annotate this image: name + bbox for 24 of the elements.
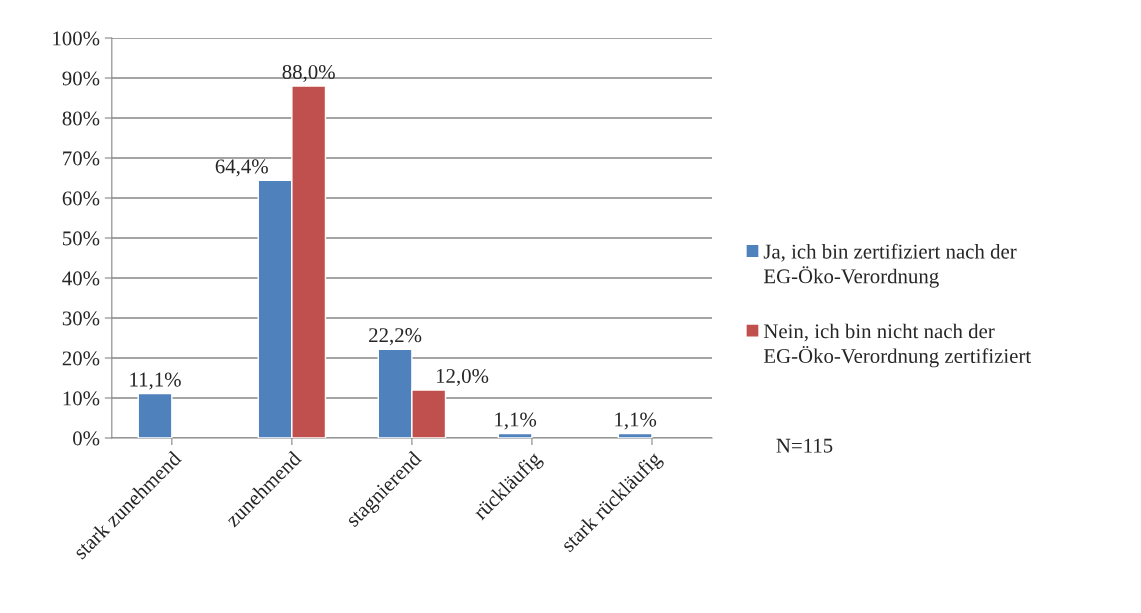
y-tick-label: 70%: [63, 151, 100, 166]
bar: [617, 432, 653, 438]
data-label: 88,0%: [282, 64, 335, 82]
bar: [497, 432, 533, 438]
bar: [137, 392, 173, 438]
text: N=115: [776, 438, 833, 453]
y-tick-label: 90%: [62, 71, 100, 86]
y-tick-label: 60%: [62, 191, 100, 206]
y-tick-label: 80%: [62, 111, 100, 126]
data-label: 22,2%: [369, 328, 422, 346]
y-tick-label: 40%: [62, 271, 100, 286]
data-label: 1,1%: [495, 412, 537, 430]
legend-label: Ja, ich bin zertifiziert nach der EG-Öko-Verordnung: [763, 243, 1017, 288]
data-label: 12,0%: [436, 368, 489, 386]
y-tick-label: 10%: [63, 391, 100, 406]
y-tick-label: 50%: [63, 231, 100, 246]
y-tick-label: 20%: [62, 351, 100, 366]
data-label: 11,1%: [130, 372, 181, 390]
data-label: 1,1%: [615, 412, 657, 430]
legend-label: Nein, ich bin nicht nach der EG-Öko-Verordnung zertifiziert: [763, 323, 1032, 368]
y-tick-label: 30%: [62, 311, 100, 326]
y-tick-label: 0%: [73, 431, 100, 446]
data-label: 64,4%: [215, 159, 268, 177]
y-tick-label: 100%: [53, 31, 100, 46]
